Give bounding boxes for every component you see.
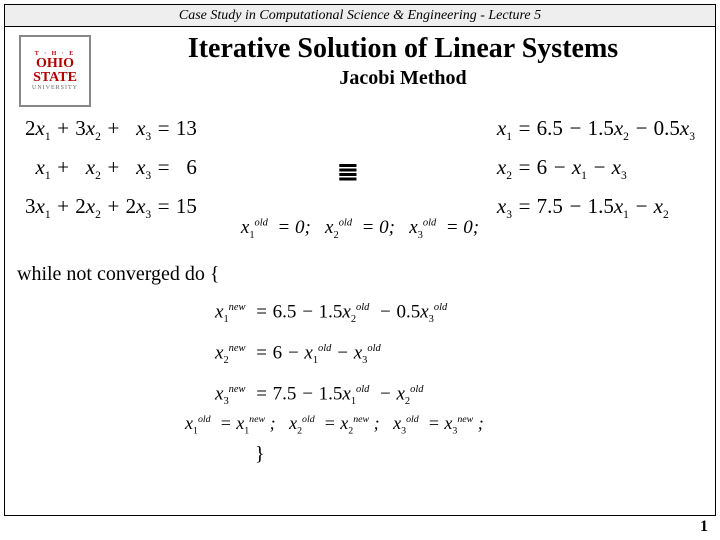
- title-sub: Jacobi Method: [105, 67, 701, 90]
- system-equations: 2x1 + 3x2 + x3 = 13 x1 + x2 + x3 = 6 3x1…: [25, 113, 197, 231]
- close-brace: }: [255, 443, 265, 466]
- title-block: Iterative Solution of Linear Systems Jac…: [105, 33, 701, 90]
- iter-eq-2: x2new = 6 − x1old − x3old: [215, 334, 447, 375]
- header-bar: Case Study in Computational Science & En…: [5, 5, 715, 27]
- sys-eq-1: 2x1 + 3x2 + x3 = 13: [25, 113, 197, 152]
- iter-eq-3: x3new = 7.5 − 1.5x1old − x2old: [215, 375, 447, 416]
- assignment-line: x1old = x1new ; x2old = x2new ; x3old = …: [185, 413, 484, 437]
- equiv-symbol: ≣: [337, 157, 357, 187]
- while-statement: while not converged do {: [17, 263, 220, 286]
- logo-line-2: STATE: [33, 70, 77, 85]
- logo-bottom-text: UNIVERSITY: [32, 85, 78, 91]
- iter-eq-1: x1new = 6.5 − 1.5x2old − 0.5x3old: [215, 293, 447, 334]
- slide-frame: Case Study in Computational Science & En…: [4, 4, 716, 516]
- solved-eq-1: x1 = 6.5 − 1.5x2 − 0.5x3: [497, 113, 695, 152]
- logo-line-1: OHIO: [36, 56, 74, 71]
- university-logo: T · H · E OHIO STATE UNIVERSITY: [19, 35, 91, 107]
- iteration-block: x1new = 6.5 − 1.5x2old − 0.5x3old x2new …: [215, 293, 447, 416]
- solved-eq-2: x2 = 6 − x1 − x3: [497, 152, 695, 191]
- logo-mid-text: OHIO STATE: [33, 57, 77, 85]
- sys-eq-2: x1 + x2 + x3 = 6: [25, 152, 197, 191]
- equation-row: 2x1 + 3x2 + x3 = 13 x1 + x2 + x3 = 6 3x1…: [25, 113, 695, 231]
- title-main: Iterative Solution of Linear Systems: [105, 33, 701, 65]
- page-number: 1: [700, 518, 708, 536]
- initial-values: x1old = 0; x2old = 0; x3old = 0;: [5, 217, 715, 241]
- solved-equations: x1 = 6.5 − 1.5x2 − 0.5x3 x2 = 6 − x1 − x…: [497, 113, 695, 231]
